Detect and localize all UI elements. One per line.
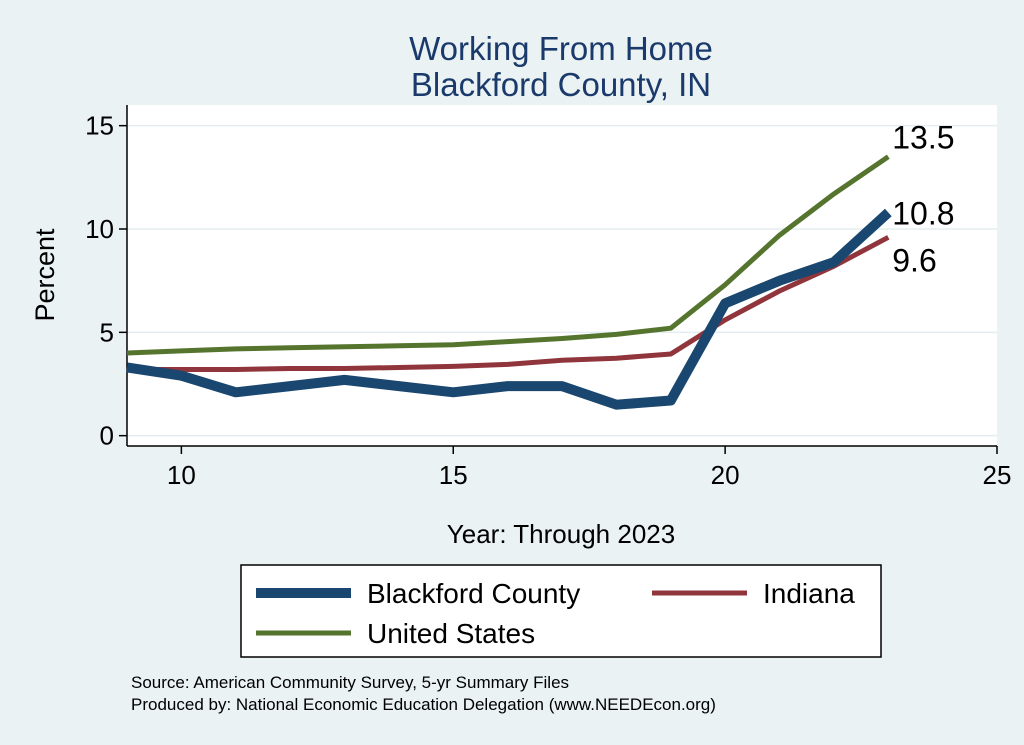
y-axis-title: Percent [30, 228, 60, 322]
y-tick-label: 0 [100, 421, 114, 451]
x-tick-label: 25 [983, 460, 1012, 490]
x-axis-title: Year: Through 2023 [447, 519, 675, 549]
series-line-united-states [126, 154, 890, 356]
axes [126, 105, 997, 447]
series-line-indiana [127, 235, 890, 372]
x-tick-label: 20 [711, 460, 740, 490]
legend-label-indiana: Indiana [763, 578, 855, 609]
legend-label-united-states: United States [367, 618, 535, 649]
x-tick-label: 15 [439, 460, 468, 490]
end-label-united-states: 13.5 [892, 120, 954, 156]
gridlines [127, 124, 997, 437]
source-note-line-1: Source: American Community Survey, 5-yr … [131, 673, 569, 692]
x-ticks: 10 15 20 25 [167, 446, 1012, 490]
end-label-indiana: 9.6 [892, 242, 936, 278]
y-tick-label: 10 [85, 214, 114, 244]
legend: Blackford County Indiana United States [256, 578, 855, 649]
end-label-blackford-county: 10.8 [892, 195, 954, 231]
y-tick-label: 15 [85, 111, 114, 141]
y-tick-label: 5 [100, 317, 114, 347]
y-ticks: 0 5 10 15 [85, 111, 127, 451]
legend-label-blackford-county: Blackford County [367, 578, 580, 609]
legend-box [240, 564, 882, 658]
source-note-line-2: Produced by: National Economic Education… [131, 695, 716, 714]
chart-title-line-1: Working From Home [409, 30, 713, 67]
end-labels: 10.8 9.6 13.5 [892, 120, 954, 279]
series-lines [126, 154, 892, 410]
series-line-blackford-county [126, 208, 892, 410]
x-tick-label: 10 [167, 460, 196, 490]
chart-title-line-2: Blackford County, IN [411, 66, 711, 103]
